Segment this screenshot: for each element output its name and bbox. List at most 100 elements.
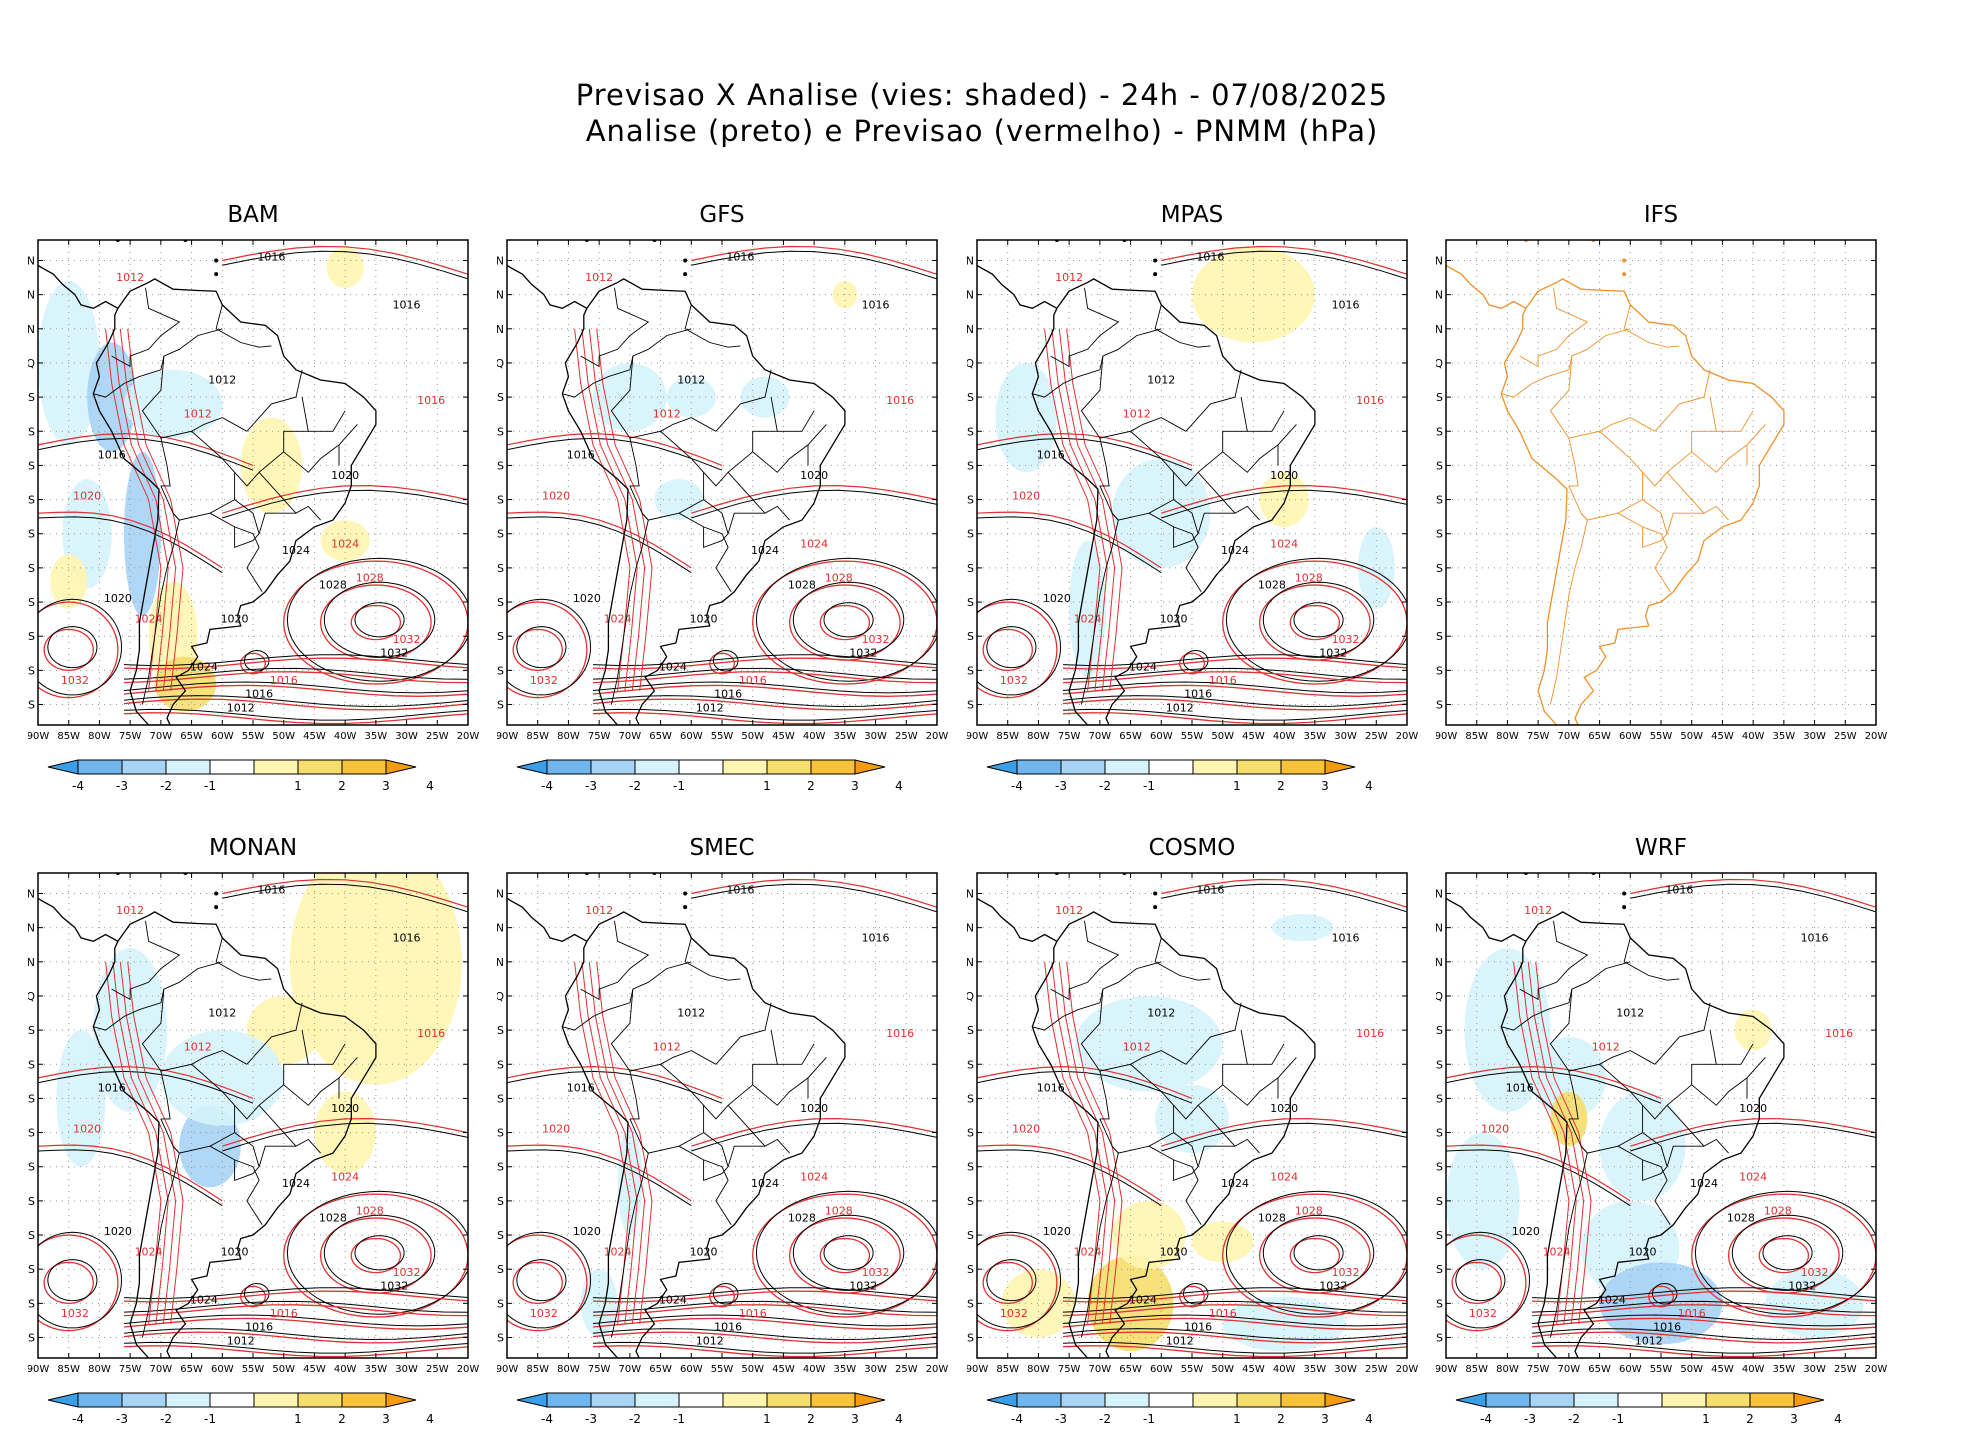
panel-smec-lat-tick-label: 40S [497,1263,504,1276]
panel-monan-lon-tick-label: 85W [57,1364,80,1375]
panel-bam-contour-label-analysis: 1020 [221,613,249,626]
panel-ifs-lat-tick-label: EQ [1436,357,1443,370]
panel-bam-contour-label-forecast: 1016 [270,674,298,687]
panel-gfs-contour-label-analysis: 1024 [751,544,779,557]
panel-cosmo-contour-label-forecast: 1024 [1270,1170,1298,1183]
panel-wrf-lat-tick-label: 25S [1436,1161,1443,1174]
panel-monan-contour-label-analysis: 1028 [319,1211,347,1224]
panel-cosmo-bias-area [1271,913,1334,942]
panel-smec-contour-label-forecast: 1016 [886,1027,914,1040]
panel-wrf-contour-label-forecast: 1028 [1764,1205,1792,1218]
panel-smec-lon-tick-label: 60W [680,1364,703,1375]
panel-gfs-map-area: 1016101610121016102010241028102010241032… [497,239,948,793]
panel-cosmo-colorbar-label: -3 [1055,1412,1067,1426]
panel-monan-lat-tick-label: EQ [28,990,35,1003]
panel-mpas-contour-label-forecast: 1032 [1332,633,1360,646]
panel-monan-contour-label-forecast: 1012 [184,1041,212,1054]
panel-wrf-lat-tick-label: 15S [1436,1092,1443,1105]
panel-smec-lon-tick-label: 30W [864,1364,887,1375]
panel-bam-colorbar-label: 1 [294,779,302,793]
panel-mpas-lat-tick-label: 20S [967,494,974,507]
panel-gfs-lon-tick-label: 70W [619,731,642,742]
panel-wrf-lon-tick-label: 80W [1496,1364,1519,1375]
panel-smec-contour-label-analysis: 1012 [696,1334,724,1347]
panel-gfs-colorbar: -4 -3 -2 -1 1 2 3 4 [516,759,903,793]
panel-gfs-lon-tick-label: 65W [649,731,672,742]
panel-bam-contour-label-analysis: 1028 [319,578,347,591]
panel-cosmo-contour-label-forecast: 1028 [1295,1205,1323,1218]
panel-wrf-contour-label-analysis: 1024 [1598,1293,1626,1306]
panel-mpas-lon-tick-label: 60W [1150,731,1173,742]
panel-bam-lon-tick-label: 85W [57,731,80,742]
panel-bam-contour-label-analysis: 1016 [257,250,285,263]
panel-cosmo-contour-label-analysis: 1024 [1221,1177,1249,1190]
panel-smec-lon-tick-label: 85W [526,1364,549,1375]
panel-cosmo-contour-label-forecast: 1024 [1074,1246,1102,1259]
panel-cosmo-lat-tick-label: 5S [967,1024,974,1037]
panel-cosmo-lat-tick-label: 20S [967,1127,974,1140]
panel-monan-contour-label-forecast: 1032 [61,1307,89,1320]
panel-cosmo-contour-label-analysis: 1020 [1270,1102,1298,1115]
panel-gfs-lon-tick-label: 25W [895,731,918,742]
panel-smec-lat-tick-label: 5S [497,1024,504,1037]
panel-wrf-lon-tick-label: 90W [1436,1364,1457,1375]
panel-wrf-lat-tick-label: 50S [1436,1332,1443,1345]
panel-bam-colorbar: -4 -3 -2 -1 1 2 3 4 [47,759,434,793]
panel-wrf-lat-tick-label: 10N [1436,922,1443,935]
panel-smec-colorbar-label: 2 [807,1412,815,1426]
panel-ifs-lat-tick-label: 50S [1436,699,1443,712]
panel-gfs-lat-tick-label: 10N [497,289,504,302]
panel-wrf-lon-tick-label: 75W [1527,1364,1550,1375]
panel-wrf-lat-tick-label: 5N [1436,956,1443,969]
panel-gfs-colorbar-label: -3 [585,779,597,793]
panel-wrf-lat-tick-label: 30S [1436,1195,1443,1208]
panel-wrf-title: WRF [1635,835,1687,861]
panel-cosmo-bias-area [1075,995,1223,1092]
panel-mpas-title: MPAS [1160,202,1224,228]
panel-cosmo-lat-tick-label: 50S [967,1332,974,1345]
panel-smec-lon-tick-label: 75W [588,1364,611,1375]
panel-smec-contour-label-forecast: 1012 [653,1041,681,1054]
panel-gfs-lon-tick-label: 40W [803,731,826,742]
panel-monan-lat-tick-label: 5N [28,956,35,969]
panel-ifs-lat-tick-label: 10N [1436,289,1443,302]
panel-bam-lat-tick-label: EQ [28,357,35,370]
panel-monan-lon-tick-label: 75W [119,1364,142,1375]
panel-cosmo-contour-label-forecast: 1016 [1209,1307,1237,1320]
panel-cosmo-bias-area [1112,1200,1186,1270]
panel-wrf-lat-tick-label: 20S [1436,1127,1443,1140]
chart-title: Previsao X Analise (vies: shaded) - 24h … [575,78,1389,112]
panel-bam-colorbar-label: -1 [204,779,216,793]
panel-bam-contour-label-analysis: 1012 [227,701,255,714]
panel-gfs-contour-label-forecast: 1024 [604,613,632,626]
panel-smec-contour-label-analysis: 1024 [659,1293,687,1306]
panel-monan-colorbar-label: 2 [338,1412,346,1426]
panel-bam-coastline [92,278,377,725]
panel-cosmo-contour-label-forecast: 1032 [1332,1266,1360,1279]
panel-bam-contour-label-analysis: 1024 [282,544,310,557]
panel-smec-contour-label-forecast: 1024 [800,1170,828,1183]
panel-mpas-lat-tick-label: 40S [967,630,974,643]
panel-gfs-contour-label-forecast: 1028 [825,572,853,585]
panel-wrf-bias-area [1765,1269,1864,1338]
panel-mpas-lat-tick-label: 30S [967,562,974,575]
panel-mpas-contour-label-analysis: 1012 [1147,373,1175,386]
panel-smec-contour-label-analysis: 1016 [726,883,754,896]
panel-ifs-map-area: 15N 10N 5N EQ 5S 10S 15S 20S 25S 30S 35S 40S 45S 50S 9… [1436,239,1887,742]
panel-cosmo-lon-tick-label: 85W [996,1364,1019,1375]
panel-gfs-contour-label-analysis: 1020 [573,592,601,605]
panel-monan-map-area: 1016101610121016102010241028102010241032… [28,872,479,1426]
panel-mpas-lat-tick-label: 15N [967,254,974,267]
panel-bam-lat-tick-label: 10N [28,289,35,302]
panel-gfs-colorbar-label: -4 [541,779,553,793]
panel-mpas-map: 1016101610121016102010241028102010241032… [967,239,1418,793]
panel-smec-lat-tick-label: 10N [497,922,504,935]
panel-monan-contour-label-analysis: 1020 [331,1102,359,1115]
panel-cosmo-lat-tick-label: 10S [967,1058,974,1071]
panel-cosmo-colorbar-label: 2 [1277,1412,1285,1426]
panel-bam-lat-tick-label: 40S [28,630,35,643]
panel-monan-colorbar-label: -3 [116,1412,128,1426]
panel-smec-contour-label-analysis: 1020 [573,1225,601,1238]
panel-mpas-lon-tick-label: 30W [1334,731,1357,742]
panel-bam-lon-tick-label: 50W [272,731,295,742]
